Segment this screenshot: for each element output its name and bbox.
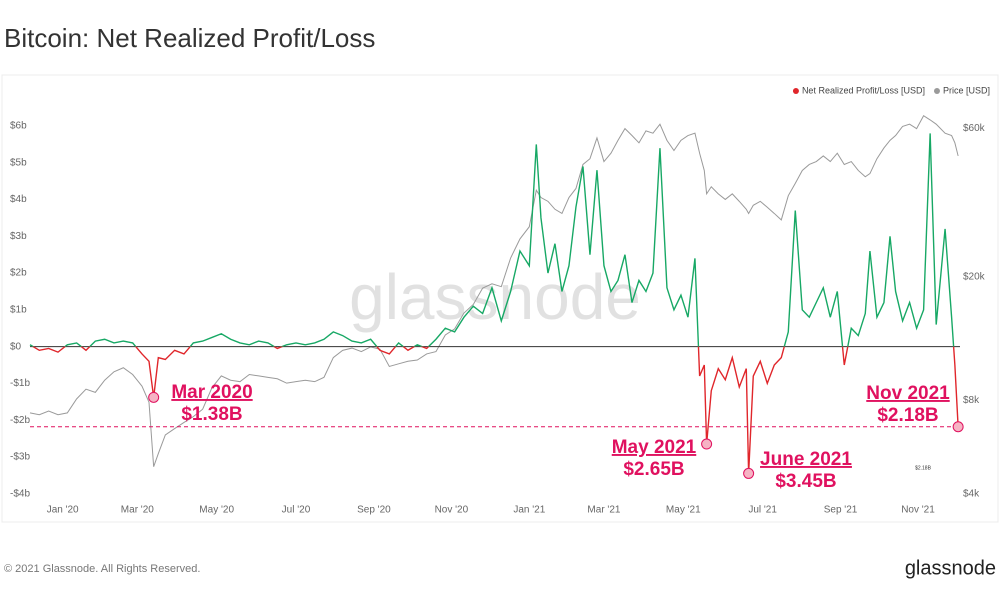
y2-tick-label: $20k [963, 272, 986, 283]
y-tick-label: -$2b [10, 415, 30, 426]
legend-swatch [933, 88, 940, 94]
price-line [29, 115, 959, 467]
y-tick-label: $3b [10, 231, 27, 242]
copyright: © 2021 Glassnode. All Rights Reserved. [4, 563, 200, 575]
x-tick-label: Jan '20 [47, 505, 79, 516]
y-tick-label: $2b [10, 268, 27, 279]
chart-title: Bitcoin: Net Realized Profit/Loss [4, 23, 375, 53]
legend-label: Net Realized Profit/Loss [USD] [802, 85, 925, 95]
legend-swatch [792, 88, 799, 94]
y-tick-label: $0 [10, 341, 22, 352]
y2-tick-label: $8k [963, 395, 980, 406]
annotation-label: $2.65B [623, 459, 684, 480]
mini-label: $2.18B [915, 465, 932, 471]
annotation-title: June 2021 [760, 449, 852, 470]
y-tick-label: -$3b [10, 452, 30, 463]
annotation-title: May 2021 [612, 437, 697, 458]
annotation-label: $2.18B [877, 405, 938, 426]
y-tick-label: -$1b [10, 378, 30, 389]
x-tick-label: Jan '21 [513, 505, 545, 516]
x-tick-label: Mar '21 [587, 505, 620, 516]
y-tick-label: $4b [10, 194, 27, 205]
y2-tick-label: $60k [963, 123, 986, 134]
annotation-marker [701, 438, 713, 450]
x-tick-label: May '20 [199, 505, 234, 516]
annotation-title: Mar 2020 [171, 382, 252, 403]
y-tick-label: $1b [10, 304, 27, 315]
x-tick-label: Mar '20 [121, 505, 154, 516]
x-tick-label: Jul '21 [748, 505, 777, 516]
x-tick-label: Nov '21 [901, 505, 935, 516]
y-tick-label: $5b [10, 157, 27, 168]
x-tick-label: Jul '20 [282, 505, 311, 516]
annotation-title: Nov 2021 [866, 383, 950, 404]
legend-label: Price [USD] [943, 85, 990, 95]
annotation-marker [148, 391, 160, 403]
x-tick-label: Sep '21 [824, 505, 858, 516]
annotation-marker [743, 467, 755, 479]
profit-line [29, 133, 955, 347]
annotation-label: $3.45B [775, 471, 836, 492]
x-tick-label: May '21 [666, 505, 701, 516]
y2-tick-label: $4k [963, 489, 980, 500]
brand-logo: glassnode [905, 557, 996, 579]
y-tick-label: -$4b [10, 488, 30, 499]
chart-frame [1, 74, 999, 523]
x-tick-label: Sep '20 [357, 505, 391, 516]
annotation-label: $1.38B [181, 404, 242, 425]
annotation-marker [952, 421, 964, 433]
x-tick-label: Nov '20 [435, 505, 469, 516]
y-tick-label: $6b [10, 121, 27, 132]
